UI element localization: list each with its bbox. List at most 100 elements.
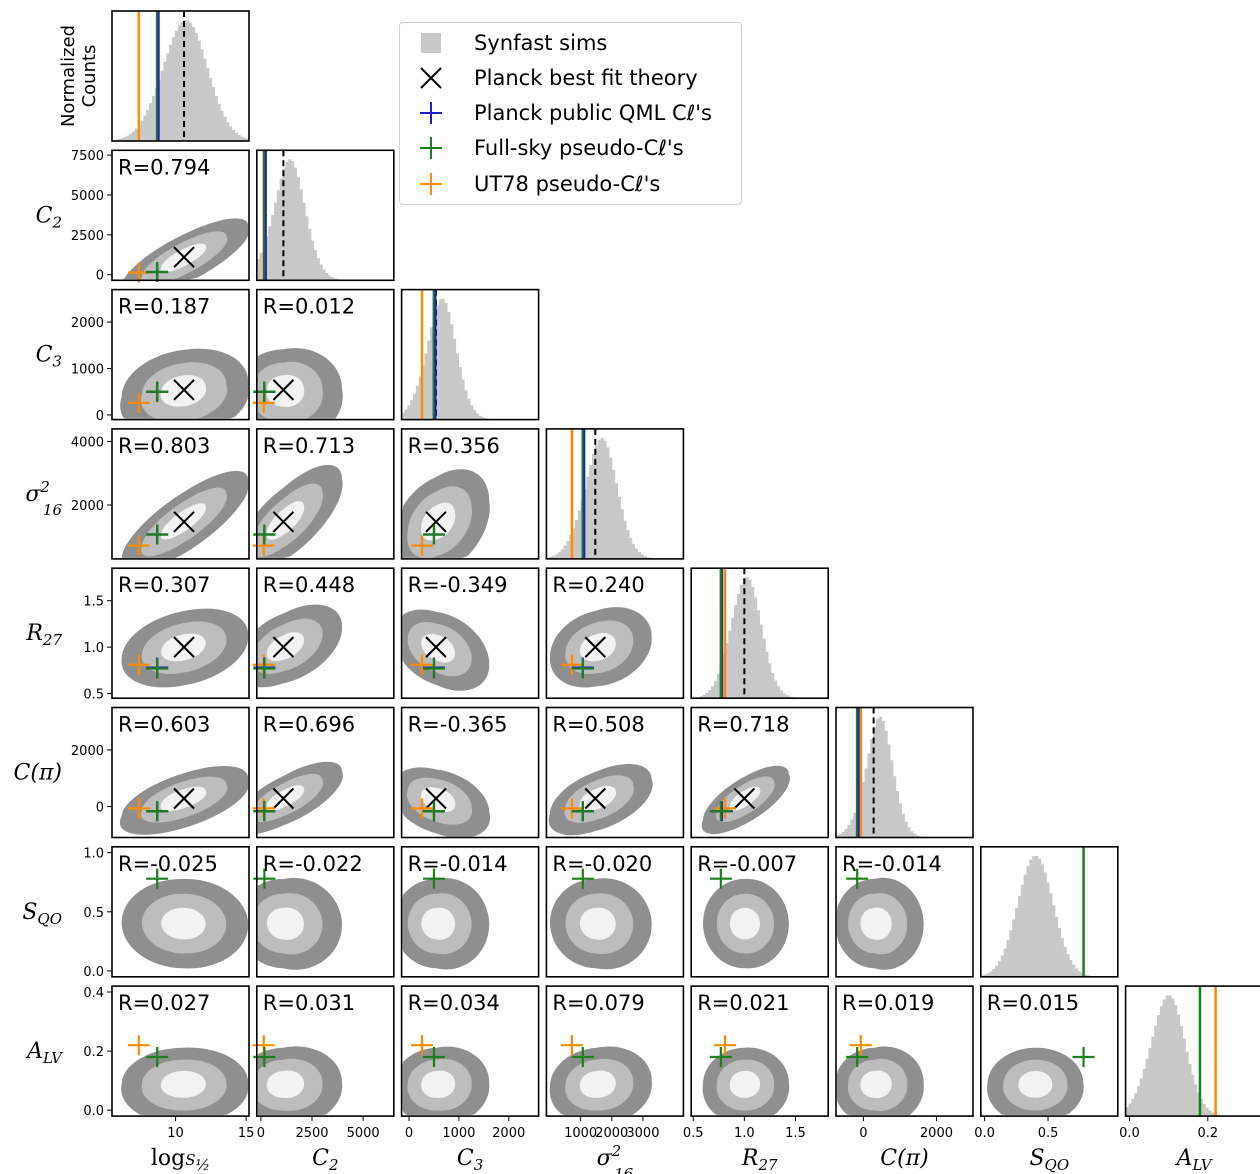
legend-item-theory: Planck best fit theory (412, 63, 698, 93)
fullsky-marker (146, 1047, 169, 1068)
histogram-bar (220, 110, 224, 141)
y-tick-label: 2000 (71, 744, 104, 759)
column-axis-label: ALV (1175, 1146, 1214, 1174)
legend-plus-marker (412, 98, 450, 128)
histogram-bar (620, 509, 624, 559)
column-axis-label: logS½ (151, 1146, 210, 1174)
x-tick-label: 0 (257, 1126, 265, 1141)
histogram-bar (415, 385, 420, 420)
row-axis-label: C(π) (14, 761, 62, 786)
theory-x-marker (425, 636, 447, 658)
histogram-bar (1211, 1112, 1215, 1117)
histogram-bar (1000, 955, 1004, 977)
x-tick-label: 2500 (295, 1126, 328, 1141)
panel-frame (979, 985, 1119, 1117)
histogram-bar (276, 190, 280, 281)
histogram-bar (120, 138, 124, 141)
histogram-bar (577, 510, 581, 559)
histogram-bar (200, 49, 204, 141)
ut78-marker (127, 1035, 150, 1056)
histogram-bar (1083, 974, 1087, 977)
correlation-label: R=-0.022 (263, 852, 363, 876)
correlation-label: R=0.713 (263, 434, 355, 458)
legend-item-ut78: UT78 pseudo-Cℓ's (412, 169, 660, 199)
counts-label-line: Counts (79, 45, 100, 108)
histogram-bar (189, 22, 193, 142)
histogram-bar (458, 367, 462, 420)
histogram-bar (853, 812, 857, 838)
histogram-bar (1046, 882, 1050, 977)
histogram-bar (418, 376, 422, 420)
panel-frame (400, 567, 540, 700)
fullsky-marker (146, 801, 169, 822)
x-tick-label: 1.5 (785, 1126, 806, 1141)
histogram-bar (1159, 1006, 1164, 1117)
correlation-label: R=-0.020 (552, 852, 652, 876)
histogram-bar (226, 122, 230, 141)
panel-frame (255, 567, 395, 700)
histogram-bar (447, 311, 451, 420)
panel-frame (690, 845, 830, 978)
correlation-label: R=0.012 (263, 295, 355, 319)
correlation-label: R=0.015 (987, 991, 1079, 1015)
correlation-label: R=0.187 (118, 295, 210, 319)
histogram-5 (836, 716, 925, 838)
theory-x-b (272, 787, 295, 810)
histogram-bar (838, 833, 843, 838)
histogram-bar (614, 483, 619, 559)
histogram-bar (1020, 884, 1024, 977)
panel-frame (400, 985, 540, 1117)
histogram-bar (472, 410, 477, 420)
contour-panel-5-3 (548, 763, 653, 836)
x-tick-label: 0.5 (1038, 1126, 1059, 1141)
histogram-bar (1128, 1103, 1132, 1117)
legend-x-marker (412, 63, 450, 93)
histogram-bar (186, 20, 190, 142)
histogram-bar (788, 696, 792, 699)
histogram-bar (768, 663, 772, 699)
histogram-bar (441, 298, 445, 420)
histogram-bar (160, 70, 164, 141)
histogram-bar (739, 584, 743, 699)
contour-panel-7-0 (121, 1047, 248, 1116)
histogram-bar (893, 776, 897, 838)
histogram-bar (629, 537, 633, 559)
x-tick-label: 0.2 (1197, 1126, 1218, 1141)
x-tick-label: 15 (238, 1126, 255, 1141)
fullsky-marker (709, 868, 732, 889)
histogram-bar (597, 439, 601, 559)
histogram-bar (197, 40, 201, 141)
correlation-label: R=0.508 (552, 713, 644, 737)
histogram-bar (617, 496, 621, 559)
row-axis-label: SQO (22, 900, 62, 928)
y-tick-label: 5000 (71, 189, 104, 204)
histogram-bar (552, 555, 556, 559)
theory-x-marker (173, 787, 195, 810)
histogram-bar (237, 134, 241, 141)
histogram-bar (467, 398, 471, 420)
histogram-bar (183, 20, 187, 142)
y-tick-label: 0 (96, 800, 104, 815)
panel-frame (835, 845, 974, 978)
histogram-bar (771, 672, 775, 699)
theory-x-b (272, 511, 295, 533)
histogram-bar (736, 593, 741, 699)
histogram-bar (1060, 937, 1064, 977)
histogram-bar (716, 673, 721, 699)
histogram-bar (1026, 865, 1030, 977)
theory-x-b (425, 787, 447, 810)
contour-level (860, 1070, 892, 1099)
histogram-bar (1162, 999, 1166, 1117)
histogram-bar (875, 718, 880, 838)
x-tick-label: 2000 (492, 1126, 525, 1141)
column-axis-label: C3 (457, 1146, 483, 1174)
histogram-bar (1040, 864, 1044, 977)
histogram-bar (861, 782, 865, 838)
histogram-bar (1125, 1107, 1129, 1117)
row-axis-label: σ2 16 (25, 478, 62, 519)
theory-x-marker (272, 636, 295, 658)
histogram-bar (191, 26, 196, 141)
histogram-bar (1003, 948, 1007, 977)
histogram-bar (478, 415, 482, 420)
panel-frame (545, 845, 685, 978)
